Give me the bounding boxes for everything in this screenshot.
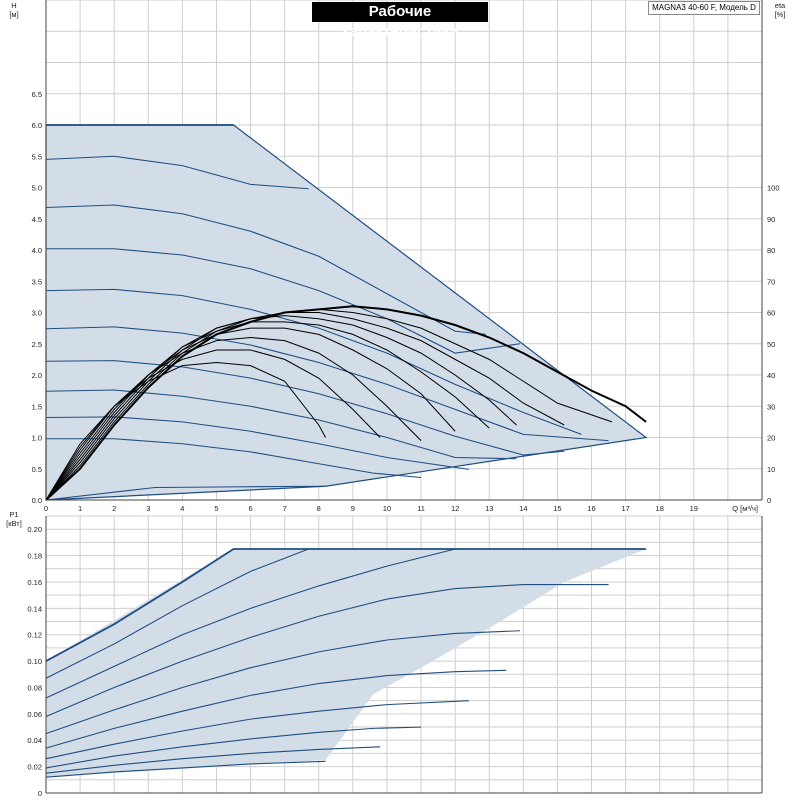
y-tick-label: 6.5 [32,90,42,99]
y-tick-label: 0.12 [27,631,42,640]
x-tick-label: 12 [451,504,459,513]
x-tick-label: 0 [44,504,48,513]
y-tick-label: 0.5 [32,465,42,474]
power-curve-1 [45,548,647,662]
y2-tick-label: 60 [767,309,775,318]
y-tick-label: 0.08 [27,683,42,692]
y-tick-label: 0.16 [27,578,42,587]
head-curve-5 [45,288,582,435]
head-curve-4 [46,248,521,354]
x-tick-label: 8 [317,504,321,513]
power-curve-2 [45,548,309,679]
efficiency-curve-3 [45,336,422,501]
x-tick-label: 16 [587,504,595,513]
head-efficiency-plot: 0.0 0.5 1.0 1.5 2.0 2.5 3.0 3.5 4.0 4.5 5.0 5.5 6.0 6… [9,0,786,513]
x-axis-label: Q [м³/ч] [732,504,758,513]
x-tick-label: 3 [146,504,150,513]
efficiency-curve-5 [45,321,490,501]
y-tick-label: 6.0 [32,121,42,130]
x-tick-label: 11 [417,504,425,513]
efficiency-curve-7 [45,312,565,501]
y-tick-label: 1.5 [32,402,42,411]
power-curve-5 [45,630,520,735]
head-curve-6 [45,326,609,442]
head-curve-9 [45,416,469,470]
y2-tick-label: 100 [767,184,780,193]
efficiency-curve-2 [45,349,381,501]
y2-tick-label: 0 [767,496,771,505]
y2-tick-label: 40 [767,371,775,380]
x-tick-label: 14 [519,504,527,513]
chart-title: Рабочие характеристики [312,2,488,40]
y-tick-label: 5.5 [32,152,42,161]
x-tick-label: 19 [690,504,698,513]
y-tick-label: 2.5 [32,340,42,349]
x-tick-label: 18 [656,504,664,513]
power-curve-9 [45,746,381,774]
y2-tick-label: 30 [767,402,775,411]
x-tick-label: 17 [621,504,629,513]
power-curve-8 [45,726,422,769]
power-curve-10 [45,760,326,778]
y-axis-unit: [кВт] [6,519,22,528]
x-tick-label: 6 [248,504,252,513]
power-curve-6 [45,669,507,749]
head-curve-11 [45,485,326,501]
x-tick-label: 2 [112,504,116,513]
y2-tick-label: 70 [767,277,775,286]
y2-tick-label: 80 [767,246,775,255]
y2-tick-label: 50 [767,340,775,349]
y2-axis-unit: [%] [775,10,786,19]
x-tick-label: 13 [485,504,493,513]
y-tick-label: 0.02 [27,763,42,772]
y-tick-label: 3.0 [32,309,42,318]
head-curve-8 [45,389,517,460]
efficiency-curve-4 [45,327,456,501]
y-axis-label: H [11,1,16,10]
x-tick-label: 15 [553,504,561,513]
y2-axis-label: eta [775,1,786,10]
y-tick-label: 0.04 [27,736,42,745]
operating-area [46,548,647,778]
y2-tick-label: 10 [767,465,775,474]
y-tick-label: 1.0 [32,434,42,443]
y-tick-label: 0.10 [27,657,42,666]
x-tick-label: 1 [78,504,82,513]
y-axis-unit: [м] [9,10,18,19]
efficiency-curve-9 [45,305,647,501]
y-tick-label: 4.0 [32,246,42,255]
x-tick-label: 9 [351,504,355,513]
head-curve-3 [45,204,486,335]
power-plot: 0 0.02 0.04 0.06 0.08 0.10 0.12 0.14 0.16 0.18 0.2… [6,510,763,798]
y-tick-label: 0.20 [27,525,42,534]
x-tick-label: 5 [214,504,218,513]
y-tick-label: 0 [38,789,42,798]
y-tick-label: 5.0 [32,184,42,193]
x-tick-label: 4 [180,504,184,513]
y-tick-label: 0.0 [32,496,42,505]
y2-tick-label: 20 [767,434,775,443]
power-curve-3 [45,548,456,699]
y-tick-label: 0.18 [27,552,42,561]
x-tick-label: 10 [383,504,391,513]
y2-tick-label: 90 [767,215,775,224]
efficiency-curve-1 [45,361,327,501]
y-tick-label: 2.0 [32,371,42,380]
pump-model-label: MAGNA3 40-60 F, Модель D [648,1,760,15]
y-axis-label: P1 [9,510,18,519]
efficiency-curve-6 [45,315,517,501]
x-tick-label: 7 [283,504,287,513]
y-tick-label: 3.5 [32,277,42,286]
power-curve-4 [45,584,609,718]
y-tick-label: 4.5 [32,215,42,224]
y-tick-label: 0.14 [27,604,42,613]
head-curve-7 [45,360,565,456]
head-curve-10 [46,438,422,479]
power-curve-7 [45,700,469,760]
head-curve-2 [45,155,309,190]
y-tick-label: 0.06 [27,710,42,719]
